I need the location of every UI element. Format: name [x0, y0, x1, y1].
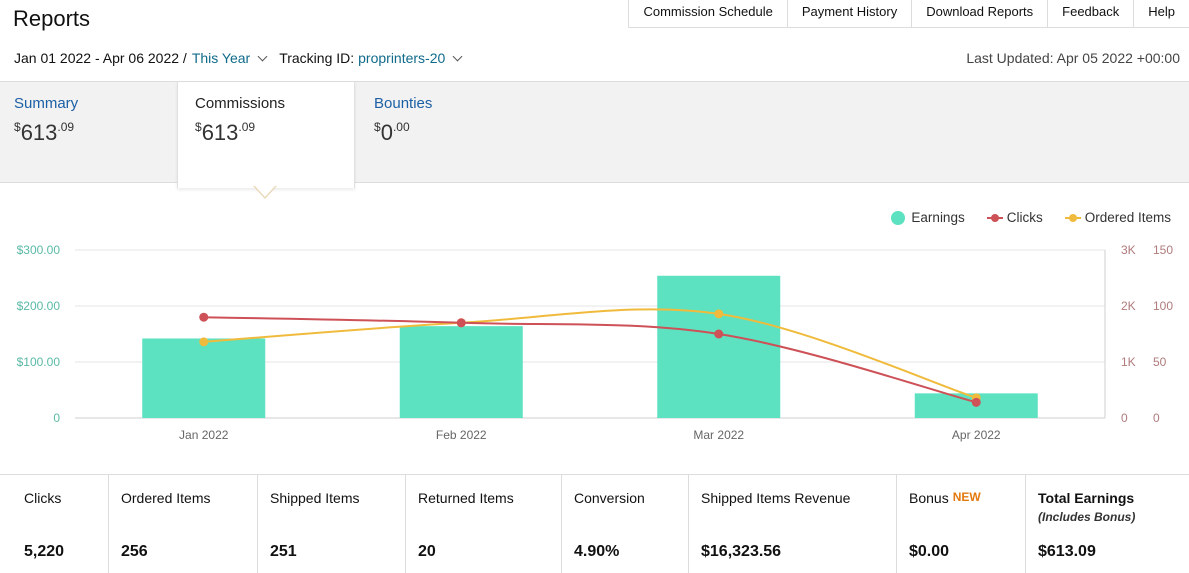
stat-label: Shipped Items [270, 490, 360, 506]
tab-summary[interactable]: Summary $613.09 [0, 82, 92, 184]
payment-history-link[interactable]: Payment History [786, 0, 911, 28]
legend-label: Clicks [1006, 210, 1043, 225]
stat-value: $16,323.56 [701, 543, 782, 560]
left-axis-tick-label: $100.00 [17, 355, 61, 369]
earnings-chart: 0 $100.00 $200.00 $300.00 0 1K 2K 3K 0 50 100 150 Ja… [17, 243, 1174, 442]
report-tabs: Summary $613.09 Commissions $613.09 Boun… [0, 81, 1189, 188]
clicks-swatch [986, 213, 1003, 223]
earnings-bar [142, 338, 266, 418]
stat-label: Total Earnings [1038, 490, 1135, 506]
stat-label: Returned Items [418, 490, 514, 506]
stat-value: $0.00 [909, 543, 950, 560]
bounties-amount: $0.00 [374, 120, 410, 145]
clicks-axis-tick-label: 1K [1121, 355, 1136, 369]
stat-shipped-items-revenue: Shipped Items Revenue $16,323.56 [688, 475, 896, 573]
x-axis-tick-label: Apr 2022 [952, 428, 1001, 442]
help-link[interactable]: Help [1133, 0, 1189, 28]
new-badge: NEW [952, 490, 981, 504]
clicks-axis-tick-label: 3K [1121, 243, 1136, 257]
legend-ordered-items[interactable]: Ordered Items [1064, 210, 1171, 225]
ordered-items-point [714, 309, 724, 319]
top-navigation: Commission Schedule Payment History Down… [628, 0, 1189, 28]
ordered-items-swatch [1064, 213, 1081, 223]
report-header: Reports Commission Schedule Payment Hist… [0, 0, 1189, 84]
earnings-bar [399, 326, 523, 418]
legend-earnings[interactable]: Earnings [891, 210, 965, 225]
left-axis-tick-label: $200.00 [17, 299, 61, 313]
legend-label: Earnings [911, 210, 965, 225]
download-reports-link[interactable]: Download Reports [911, 0, 1047, 28]
left-axis-tick-label: $300.00 [17, 243, 61, 257]
stat-value: 251 [270, 543, 297, 560]
clicks-point [199, 312, 209, 322]
period-dropdown[interactable]: This Year [191, 50, 251, 66]
feedback-link[interactable]: Feedback [1047, 0, 1133, 28]
x-axis-tick-label: Jan 2022 [179, 428, 229, 442]
stats-bar: Clicks 5,220 Ordered Items 256 Shipped I… [0, 474, 1189, 573]
stat-bonus: Bonus NEW $0.00 [896, 475, 1025, 573]
page-title: Reports [13, 6, 91, 31]
clicks-axis-tick-label: 2K [1121, 299, 1136, 313]
clicks-point [714, 329, 724, 339]
tab-bounties[interactable]: Bounties $0.00 [360, 82, 446, 184]
tracking-id-dropdown[interactable]: proprinters-20 [358, 50, 446, 66]
summary-amount: $613.09 [14, 120, 75, 145]
stat-label: Conversion [574, 490, 645, 506]
stat-value: 20 [418, 543, 436, 560]
stat-label: Ordered Items [121, 490, 211, 506]
earnings-swatch [891, 210, 906, 225]
stat-value: 256 [121, 543, 148, 560]
stat-value: 4.90% [574, 543, 620, 560]
report-filters: Jan 01 2022 - Apr 06 2022 / This Year Tr… [14, 50, 469, 66]
stat-label: Shipped Items Revenue [701, 490, 851, 506]
tab-label: Bounties [374, 95, 433, 112]
clicks-point [971, 397, 981, 407]
tracking-id-label: Tracking ID: [279, 50, 355, 66]
stat-shipped-items: Shipped Items 251 [257, 475, 405, 573]
clicks-point [456, 318, 466, 328]
stat-ordered-items: Ordered Items 256 [108, 475, 257, 573]
chart-legend: Earnings Clicks Ordered Items [869, 210, 1171, 225]
earnings-bar [657, 275, 781, 418]
clicks-line [203, 316, 977, 404]
chevron-down-icon[interactable] [257, 51, 268, 62]
chevron-down-icon[interactable] [452, 51, 463, 62]
ordered-items-axis-tick-label: 0 [1153, 411, 1160, 425]
commission-schedule-link[interactable]: Commission Schedule [628, 0, 786, 28]
ordered-items-line [203, 308, 977, 399]
x-axis-tick-label: Feb 2022 [436, 428, 487, 442]
active-tab-pointer-inner [255, 186, 275, 197]
stat-total-earnings: Total Earnings (Includes Bonus) $613.09 [1025, 475, 1189, 573]
stat-value: 5,220 [24, 543, 65, 560]
legend-clicks[interactable]: Clicks [986, 210, 1043, 225]
stat-returned-items: Returned Items 20 [405, 475, 561, 573]
stat-label: Clicks [24, 490, 62, 506]
left-axis-tick-label: 0 [53, 411, 60, 425]
stat-conversion: Conversion 4.90% [561, 475, 688, 573]
ordered-items-point [199, 337, 209, 347]
legend-label: Ordered Items [1084, 210, 1171, 225]
date-range-text: Jan 01 2022 - Apr 06 2022 / [14, 50, 187, 66]
ordered-items-axis-tick-label: 100 [1153, 299, 1173, 313]
tab-commissions[interactable]: Commissions $613.09 [177, 82, 355, 188]
stat-value: $613.09 [1038, 543, 1096, 560]
last-updated-text: Last Updated: Apr 05 2022 +00:00 [966, 50, 1180, 66]
tab-label: Summary [14, 95, 79, 112]
stat-label: Bonus NEW [909, 490, 981, 506]
ordered-items-axis-tick-label: 50 [1153, 355, 1167, 369]
stat-sublabel: (Includes Bonus) [1038, 510, 1136, 524]
ordered-items-axis-tick-label: 150 [1153, 243, 1173, 257]
x-axis-tick-label: Mar 2022 [693, 428, 744, 442]
commissions-amount: $613.09 [195, 120, 256, 145]
stat-clicks: Clicks 5,220 [0, 475, 108, 573]
tab-label: Commissions [195, 95, 286, 112]
clicks-axis-tick-label: 0 [1121, 411, 1128, 425]
